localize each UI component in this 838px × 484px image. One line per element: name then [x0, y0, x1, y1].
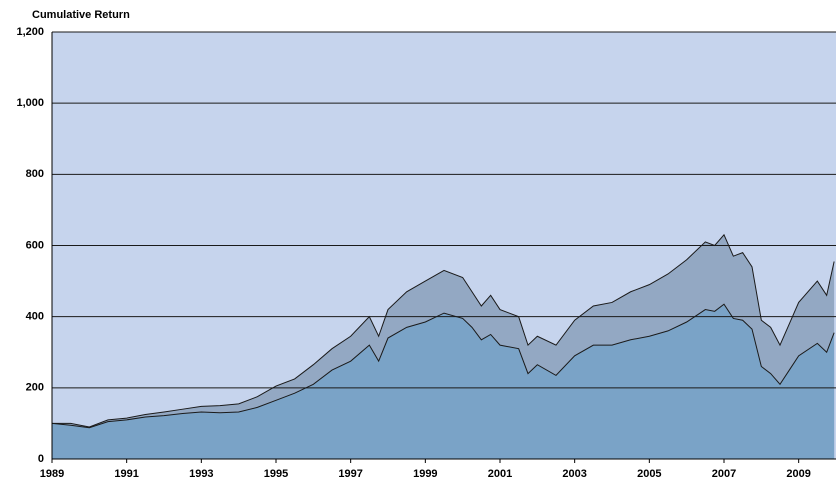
- x-tick-label: 2005: [637, 468, 661, 480]
- y-tick-label: 600: [26, 239, 44, 251]
- x-tick-label: 2001: [488, 468, 512, 480]
- y-tick-label: 1,200: [16, 26, 44, 38]
- x-tick-label: 1999: [413, 468, 437, 480]
- y-tick-label: 800: [26, 168, 44, 180]
- y-tick-label: 1,000: [16, 97, 44, 109]
- x-tick-label: 1993: [189, 468, 213, 480]
- y-tick-label: 200: [26, 382, 44, 394]
- x-tick-label: 2009: [786, 468, 810, 480]
- x-tick-label: 1995: [264, 468, 288, 480]
- x-tick-label: 1997: [338, 468, 362, 480]
- x-tick-label: 1991: [114, 468, 138, 480]
- x-tick-label: 2007: [712, 468, 736, 480]
- area-line: [52, 233, 835, 428]
- chart-title: Cumulative Return: [32, 9, 130, 21]
- area-line: [51, 303, 835, 429]
- x-tick-label: 2003: [562, 468, 586, 480]
- y-tick-label: 400: [26, 311, 44, 323]
- y-tick-label: 0: [38, 453, 44, 465]
- area: [52, 304, 835, 459]
- x-tick-label: 1989: [40, 468, 64, 480]
